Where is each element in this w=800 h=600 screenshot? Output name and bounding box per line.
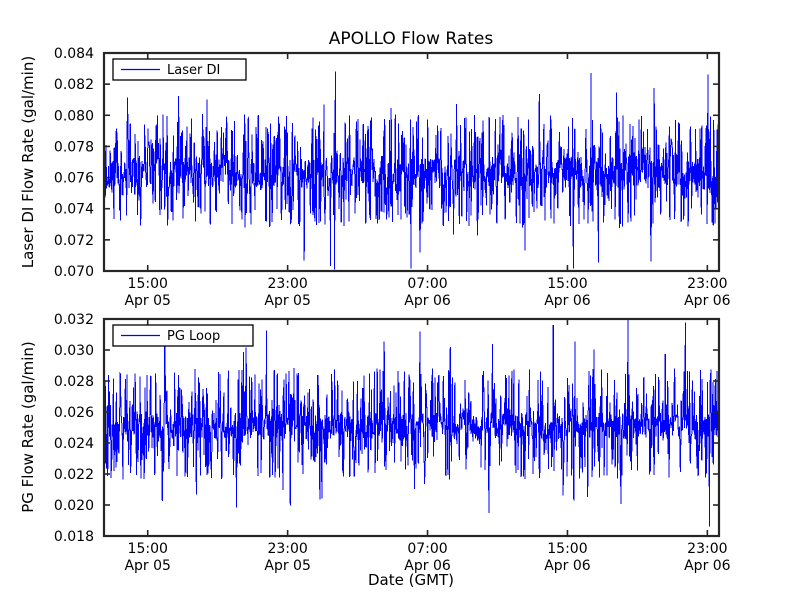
laser-di-legend[interactable]: Laser DI bbox=[112, 58, 247, 81]
pg-loop-axes-frame bbox=[102, 317, 721, 538]
x-tick-label-date: Apr 06 bbox=[404, 558, 451, 574]
y-tick-label: 0.084 bbox=[54, 46, 94, 62]
y-tick-label: 0.076 bbox=[54, 171, 94, 187]
pg-loop-panel: 0.018 0.020 0.022 0.024 0.026 0.028 0.030 0.032… bbox=[19, 312, 731, 589]
y-tick-label: 0.074 bbox=[54, 202, 94, 218]
series-line bbox=[104, 71, 719, 270]
y-tick-label: 0.024 bbox=[54, 436, 94, 452]
x-tick-label-date: Apr 05 bbox=[264, 558, 310, 574]
y-tick-label: 0.032 bbox=[54, 312, 94, 328]
y-tick-label: 0.020 bbox=[54, 498, 94, 514]
laser-di-series bbox=[104, 71, 719, 270]
laser-di-panel: 0.070 0.072 0.074 0.076 0.078 0.080 0.082 0.084… bbox=[19, 46, 731, 309]
laser-di-y-ticks: 0.070 0.072 0.074 0.076 0.078 0.080 0.082 0.084 bbox=[54, 46, 719, 280]
pg-loop-legend[interactable]: PG Loop bbox=[112, 324, 254, 347]
x-tick-label-time: 15:00 bbox=[547, 276, 587, 292]
x-tick-label-date: Apr 06 bbox=[544, 293, 591, 309]
y-tick-label: 0.026 bbox=[54, 405, 94, 421]
x-tick-label-time: 07:00 bbox=[407, 541, 447, 557]
y-tick-label: 0.080 bbox=[54, 108, 94, 124]
pg-loop-y-ticks: 0.018 0.020 0.022 0.024 0.026 0.028 0.030 0.032 bbox=[54, 312, 719, 545]
y-tick-label: 0.028 bbox=[54, 374, 94, 390]
laser-di-axes-frame bbox=[102, 51, 721, 273]
y-tick-label: 0.030 bbox=[54, 343, 94, 359]
x-tick-label-date: Apr 05 bbox=[124, 293, 170, 309]
y-tick-label: 0.018 bbox=[54, 529, 94, 545]
x-tick-label-date: Apr 06 bbox=[684, 293, 731, 309]
x-tick-label-time: 23:00 bbox=[267, 276, 307, 292]
x-tick-label-date: Apr 06 bbox=[404, 293, 451, 309]
x-tick-label-date: Apr 06 bbox=[544, 558, 591, 574]
y-tick-label: 0.022 bbox=[54, 467, 94, 483]
laser-di-legend-box bbox=[112, 58, 247, 81]
x-tick-label-date: Apr 06 bbox=[684, 558, 731, 574]
x-tick-label-date: Apr 05 bbox=[124, 558, 170, 574]
x-tick-label-time: 15:00 bbox=[128, 276, 168, 292]
y-tick-label: 0.078 bbox=[54, 139, 94, 155]
pg-loop-x-axis-label: Date (GMT) bbox=[368, 571, 454, 589]
y-tick-label: 0.072 bbox=[54, 233, 94, 249]
y-tick-label: 0.070 bbox=[54, 264, 94, 280]
pg-loop-series bbox=[104, 319, 719, 527]
page-title: APOLLO Flow Rates bbox=[329, 29, 494, 49]
laser-di-legend-label: Laser DI bbox=[167, 63, 220, 78]
pg-loop-legend-box bbox=[112, 324, 254, 347]
x-tick-label-time: 15:00 bbox=[128, 541, 168, 557]
x-tick-label-time: 07:00 bbox=[407, 276, 447, 292]
x-tick-label-date: Apr 05 bbox=[264, 293, 310, 309]
x-tick-label-time: 23:00 bbox=[687, 541, 727, 557]
x-tick-label-time: 23:00 bbox=[687, 276, 727, 292]
x-tick-label-time: 23:00 bbox=[267, 541, 307, 557]
x-tick-label-time: 15:00 bbox=[547, 541, 587, 557]
laser-di-y-axis-label: Laser DI Flow Rate (gal/min) bbox=[19, 56, 37, 268]
series-line bbox=[104, 319, 719, 527]
y-tick-label: 0.082 bbox=[54, 77, 94, 93]
pg-loop-y-axis-label: PG Flow Rate (gal/min) bbox=[19, 341, 37, 513]
pg-loop-legend-label: PG Loop bbox=[167, 329, 220, 344]
